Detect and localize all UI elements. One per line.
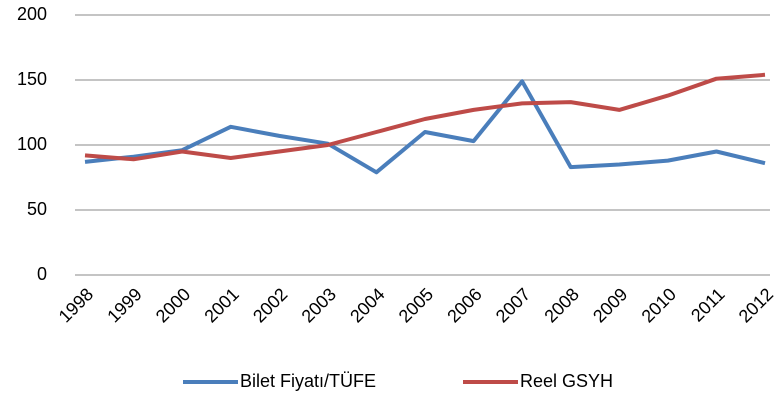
y-tick-label: 0 <box>37 264 47 284</box>
x-tick-label: 2003 <box>298 284 340 326</box>
x-tick-label: 2002 <box>249 284 291 326</box>
y-tick-label: 100 <box>17 134 47 154</box>
series-line <box>84 72 766 162</box>
x-tick-label: 2007 <box>492 284 534 326</box>
x-tick-label: 2008 <box>540 284 582 326</box>
x-tick-label: 2010 <box>638 284 680 326</box>
y-tick-label: 200 <box>17 4 47 24</box>
x-tick-label: 2000 <box>152 284 194 326</box>
y-tick-label: 50 <box>27 199 47 219</box>
y-tick-label: 150 <box>17 69 47 89</box>
x-tick-label: 2012 <box>735 284 777 326</box>
x-tick-label: 2001 <box>200 284 242 326</box>
x-tick-label: 2006 <box>443 284 485 326</box>
legend-label: Bilet Fiyatı/TÜFE <box>240 371 376 391</box>
x-tick-label: 2009 <box>589 284 631 326</box>
series-line <box>84 79 766 175</box>
x-tick-label: 1998 <box>55 284 97 326</box>
legend-label: Reel GSYH <box>520 371 613 391</box>
x-tick-label: 2011 <box>687 284 729 326</box>
x-tick-label: 2005 <box>395 284 437 326</box>
x-tick-label: 1999 <box>103 284 145 326</box>
x-tick-label: 2004 <box>346 284 388 326</box>
